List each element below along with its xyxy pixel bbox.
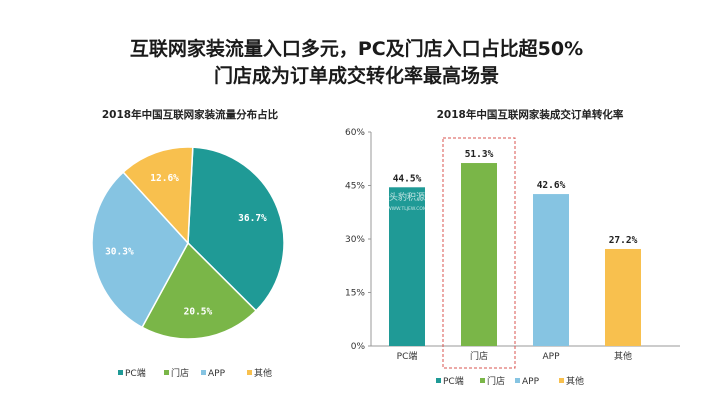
bar-legend-label-0: PC端 [443, 375, 464, 387]
pie-chart-title: 2018年中国互联网家装流量分布占比 [101, 109, 279, 121]
pie-legend-label-2: APP [208, 369, 226, 379]
pie-slice-3 [122, 146, 194, 245]
bar-legend-swatch-0 [436, 378, 441, 383]
pie-legend-label-0: PC端 [125, 367, 146, 379]
bar-y-tick-label-3: 45% [345, 182, 365, 192]
pie-legend-label-1: 门店 [171, 367, 189, 379]
bar-value-label-3: 27.2% [609, 235, 638, 246]
bar-legend-swatch-1 [480, 378, 485, 383]
bar-0 [389, 187, 425, 346]
pie-slice-2 [91, 171, 189, 329]
bar-y-tick-label-4: 60% [345, 128, 365, 138]
bar-value-label-0: 44.5% [393, 173, 422, 184]
pie-legend-swatch-3 [247, 370, 252, 375]
bar-highlight-box [442, 137, 516, 369]
pie-legend-label-3: 其他 [254, 367, 272, 379]
bar-legend-label-2: APP [522, 377, 540, 387]
bar-y-tick-label-0: 0% [351, 342, 366, 352]
pie-slice-1 [141, 241, 258, 340]
pie-label-0: 36.7% [238, 213, 267, 224]
bar-legend-label-3: 其他 [566, 375, 584, 387]
bar-legend-label-1: 门店 [487, 375, 505, 387]
pie-slice-0 [187, 146, 285, 312]
pie-legend-swatch-2 [201, 370, 206, 375]
bar-x-tick-label-2: APP [542, 352, 560, 362]
bar-value-label-2: 42.6% [537, 180, 566, 191]
pie-label-3: 12.6% [150, 173, 179, 184]
bar-y-tick-label-1: 15% [345, 289, 365, 299]
bar-legend-swatch-2 [515, 378, 520, 383]
bar-1 [461, 163, 497, 346]
bar-x-tick-label-3: 其他 [614, 350, 632, 362]
pie-label-2: 30.3% [105, 246, 134, 257]
bar-3 [605, 248, 641, 346]
bar-value-label-1: 51.3% [465, 149, 494, 160]
bar-chart-title: 2018年中国互联网家装成交订单转化率 [436, 109, 624, 121]
bar-x-tick-label-0: PC端 [397, 350, 418, 362]
pie-legend-swatch-1 [164, 370, 169, 375]
bar-2 [533, 194, 569, 346]
bar-legend-swatch-3 [559, 378, 564, 383]
watermark-subtext: WWW.TLJEW.COM [387, 206, 427, 212]
pie-label-1: 20.5% [184, 306, 213, 317]
main-title-line2: 门店成为订单成交转化率最高场景 [213, 65, 499, 87]
bar-x-tick-label-1: 门店 [470, 350, 488, 362]
watermark-text: 头豹积源 [389, 191, 425, 203]
main-title-line1: 互联网家装流量入口多元，PC及门店入口占比超50% [129, 38, 584, 60]
bar-y-tick-label-2: 30% [345, 235, 365, 245]
pie-legend-swatch-0 [118, 370, 123, 375]
